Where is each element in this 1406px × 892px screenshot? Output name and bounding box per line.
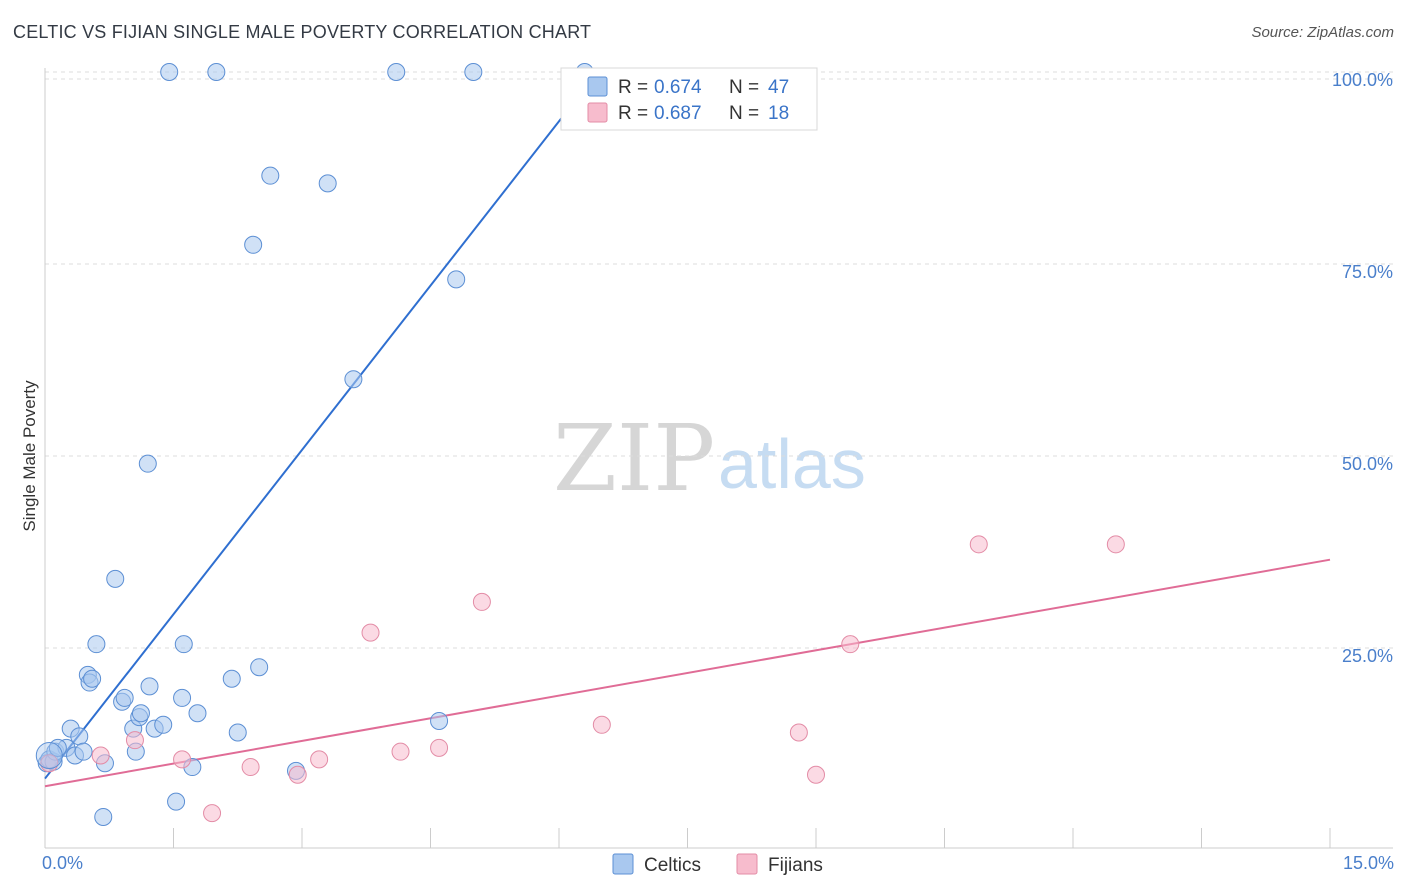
fijians-point <box>430 738 449 757</box>
y-axis-title: Single Male Poverty <box>20 380 39 532</box>
celtics-point <box>174 635 193 654</box>
fijians-point <box>203 804 222 823</box>
celtics-point <box>74 742 93 761</box>
y-tick-label: 25.0% <box>1342 646 1393 666</box>
fijians-point <box>789 723 808 742</box>
celtics-point <box>188 704 207 723</box>
axes <box>44 68 1393 849</box>
fijians-point <box>807 765 825 784</box>
celtics-legend-swatch <box>587 76 608 97</box>
celtics-point <box>115 688 134 707</box>
fijians-point <box>361 623 380 642</box>
fijians-point <box>288 765 307 784</box>
fijians-point <box>472 592 491 611</box>
source-credit: Source: ZipAtlas.com <box>1251 24 1394 41</box>
celtics-point <box>447 270 466 289</box>
data-points <box>35 63 1125 826</box>
fijians-series-swatch <box>736 853 758 875</box>
watermark-zip: ZIP <box>553 405 715 512</box>
fijians-trend-line <box>44 558 1331 788</box>
celtics-point <box>344 370 363 389</box>
celtics-series-label: Celtics <box>644 855 701 876</box>
fijians-r-value: 0.687 <box>654 103 702 124</box>
celtics-point <box>244 235 263 254</box>
celtics-point <box>261 166 280 185</box>
fijians-point <box>1106 535 1125 554</box>
celtics-point <box>138 454 157 473</box>
grid <box>45 71 1395 649</box>
celtics-r-value: 0.674 <box>654 77 702 98</box>
celtics-n-label: N = <box>729 77 759 98</box>
fijians-point <box>173 750 192 769</box>
series-legend: Celtics Fijians <box>612 853 823 876</box>
celtics-trend-line <box>44 71 599 780</box>
celtics-point <box>87 635 106 654</box>
page-title: CELTIC VS FIJIAN SINGLE MALE POVERTY COR… <box>13 22 592 42</box>
celtics-n-value: 47 <box>768 77 789 98</box>
y-tick-label: 75.0% <box>1342 262 1393 282</box>
y-tick-label: 50.0% <box>1342 454 1393 474</box>
celtics-point <box>387 63 406 81</box>
celtics-r-label: R = <box>618 77 648 98</box>
celtics-point <box>430 711 449 730</box>
celtics-point-cluster <box>35 742 63 770</box>
celtics-point <box>167 792 186 811</box>
celtics-point <box>160 63 179 81</box>
fijians-point <box>310 750 329 769</box>
fijians-point <box>91 746 110 765</box>
watermark: ZIP atlas <box>553 405 866 512</box>
fijians-legend-swatch <box>587 102 608 123</box>
celtics-point <box>131 704 150 723</box>
fijians-n-value: 18 <box>768 103 789 124</box>
celtics-point <box>140 677 159 696</box>
fijians-point <box>125 731 144 750</box>
trend-lines <box>44 71 1331 788</box>
celtics-point <box>70 727 89 746</box>
celtics-point <box>94 807 113 826</box>
watermark-atlas: atlas <box>718 425 866 503</box>
fijians-n-label: N = <box>729 103 759 124</box>
celtics-point <box>207 63 226 81</box>
celtics-series-swatch <box>612 853 634 875</box>
celtics-point <box>222 669 241 688</box>
fijians-point <box>241 758 260 777</box>
celtics-point <box>250 658 269 677</box>
fijians-point <box>841 635 860 654</box>
celtics-point <box>173 688 192 707</box>
fijians-point <box>969 535 988 554</box>
celtics-point <box>83 669 102 688</box>
stats-legend: R = 0.674 N = 47 R = 0.687 N = 18 <box>560 67 818 131</box>
fijians-series-label: Fijians <box>768 855 823 876</box>
tick-labels: 25.0% 50.0% 75.0% 100.0% 0.0% 15.0% <box>42 70 1394 873</box>
x-tick-label: 0.0% <box>42 853 83 873</box>
fijians-point <box>592 715 611 734</box>
celtics-point <box>228 723 247 742</box>
celtics-point <box>106 569 125 588</box>
celtics-point <box>318 174 337 193</box>
y-tick-label: 100.0% <box>1332 70 1393 90</box>
celtics-point <box>464 63 483 81</box>
x-tick-label: 15.0% <box>1343 853 1394 873</box>
fijians-point <box>391 742 410 761</box>
fijians-r-label: R = <box>618 103 648 124</box>
celtics-point <box>154 715 173 734</box>
